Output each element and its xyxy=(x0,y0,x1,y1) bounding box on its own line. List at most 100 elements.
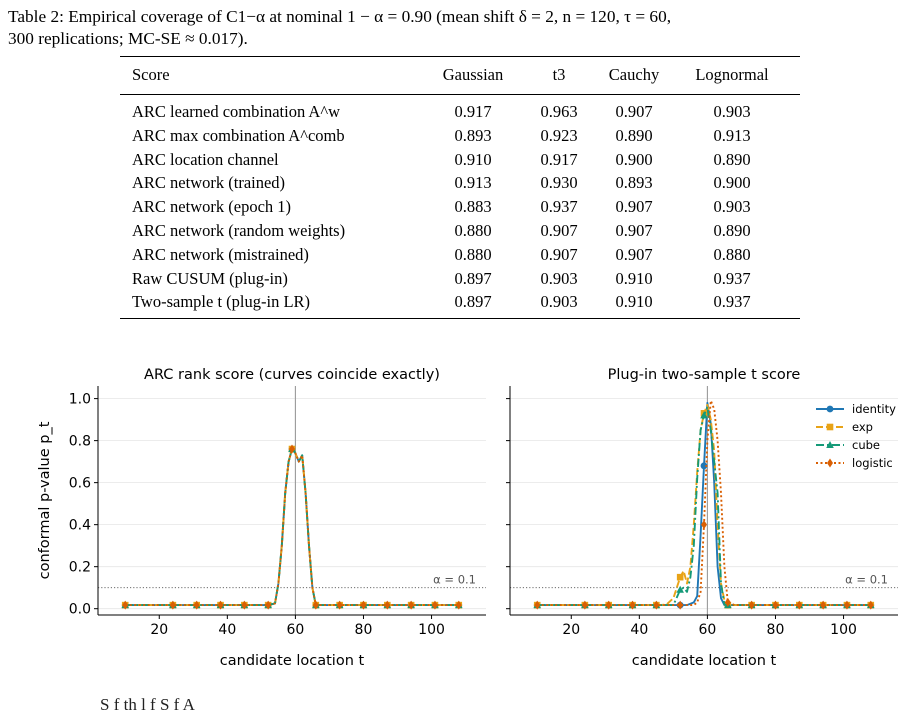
header-lognormal: Lognormal xyxy=(695,65,769,84)
data-point xyxy=(264,601,272,609)
data-point xyxy=(795,601,803,609)
series-exp xyxy=(533,403,875,609)
row-value: 0.890 xyxy=(615,125,653,145)
series-line-cube xyxy=(125,448,459,607)
data-point xyxy=(772,600,779,610)
row-value: 0.907 xyxy=(615,197,653,217)
data-point xyxy=(265,600,272,610)
series-line-cube xyxy=(537,406,871,607)
data-point xyxy=(629,600,636,610)
series-line-logistic xyxy=(125,448,459,607)
data-point xyxy=(533,601,541,609)
header-t3: t3 xyxy=(552,65,566,84)
data-point xyxy=(700,410,708,417)
row-value: 0.890 xyxy=(713,221,751,240)
row-value: 0.907 xyxy=(615,102,653,121)
row-value: 0.893 xyxy=(454,125,492,145)
series-line-logistic xyxy=(537,399,871,607)
data-point xyxy=(288,445,296,453)
data-point xyxy=(826,423,834,431)
data-point xyxy=(677,600,684,610)
row-value: 0.917 xyxy=(454,102,492,121)
data-point xyxy=(795,601,803,609)
x-tick-label: 100 xyxy=(830,622,857,638)
data-point xyxy=(407,601,415,609)
data-point xyxy=(827,458,833,468)
data-point xyxy=(360,600,367,610)
data-point xyxy=(121,601,130,609)
data-point xyxy=(289,444,295,454)
data-point xyxy=(820,600,827,610)
data-point xyxy=(407,601,415,609)
data-point xyxy=(407,601,415,609)
data-point xyxy=(652,601,660,609)
chart-title: Plug-in two-sample t score xyxy=(608,367,801,383)
row-value: 0.910 xyxy=(615,292,653,312)
table-row: ARC network (mistrained) 0.880 0.907 0.907 0… xyxy=(120,245,800,267)
x-tick-label: 80 xyxy=(355,622,373,638)
data-point xyxy=(408,600,415,610)
data-point xyxy=(431,601,439,609)
data-point xyxy=(747,601,756,609)
data-point xyxy=(241,601,248,609)
row-value: 0.903 xyxy=(540,292,578,312)
data-point xyxy=(700,462,708,470)
data-point xyxy=(819,601,827,609)
alpha-threshold-label: α = 0.1 xyxy=(433,573,476,587)
row-value: 0.880 xyxy=(713,244,751,264)
header-score: Score xyxy=(132,65,170,84)
data-point xyxy=(216,601,225,609)
row-value: 0.963 xyxy=(540,102,578,121)
data-point xyxy=(605,601,613,609)
data-point xyxy=(241,600,248,610)
data-point xyxy=(240,601,249,609)
data-point xyxy=(240,601,248,609)
series-line-identity xyxy=(537,401,871,607)
data-point xyxy=(826,441,834,448)
data-point xyxy=(819,601,827,609)
row-value: 0.893 xyxy=(615,173,653,193)
table-header-row: Score Gaussian t3 Cauchy Lognormal xyxy=(120,65,800,87)
row-value: 0.910 xyxy=(454,149,492,169)
data-point xyxy=(360,601,367,609)
data-point xyxy=(264,601,272,609)
data-point xyxy=(336,601,343,609)
y-axis-label: conformal p-value p_t xyxy=(37,421,53,579)
data-point xyxy=(217,601,224,609)
row-score-label: ARC max combination A^comb xyxy=(132,125,345,145)
data-point xyxy=(336,601,344,609)
row-value: 0.903 xyxy=(713,102,751,121)
data-point xyxy=(629,601,636,609)
row-value: 0.907 xyxy=(540,221,578,240)
data-point xyxy=(217,600,224,610)
data-point xyxy=(192,601,201,609)
table-row: ARC network (epoch 1) 0.883 0.937 0.907 0.90… xyxy=(120,197,800,219)
data-point xyxy=(772,601,779,609)
x-tick-label: 100 xyxy=(418,622,445,638)
row-score-label: ARC location channel xyxy=(132,149,279,169)
row-value: 0.903 xyxy=(713,197,751,217)
y-tick-label: 0.4 xyxy=(69,518,91,534)
data-point xyxy=(605,600,612,610)
row-value: 0.900 xyxy=(713,173,751,193)
data-point xyxy=(724,601,732,609)
data-point xyxy=(604,601,613,609)
table-row: Raw CUSUM (plug-in) 0.897 0.903 0.910 0.937 xyxy=(120,269,800,291)
data-point xyxy=(359,601,368,609)
table-mid-rule xyxy=(120,94,800,95)
data-point xyxy=(360,601,367,609)
table-bottom-rule xyxy=(120,318,800,320)
row-value: 0.937 xyxy=(713,292,751,312)
series-logistic xyxy=(534,399,874,610)
x-axis-label: candidate location t xyxy=(632,653,777,669)
data-point xyxy=(169,601,177,609)
data-point xyxy=(193,601,201,609)
row-score-label: ARC network (epoch 1) xyxy=(132,197,292,217)
y-tick-label: 0.2 xyxy=(69,560,91,576)
x-tick-label: 40 xyxy=(218,622,236,638)
data-point xyxy=(771,601,780,609)
data-point xyxy=(701,520,707,530)
data-point xyxy=(867,600,874,610)
y-tick-label: 0.0 xyxy=(69,602,91,618)
row-value: 0.880 xyxy=(454,244,492,264)
